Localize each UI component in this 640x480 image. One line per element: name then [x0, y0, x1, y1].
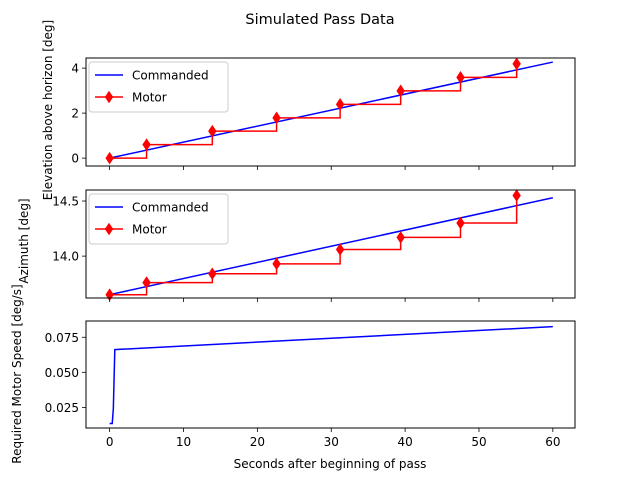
azimuth-series-motor-marker: [512, 189, 521, 202]
azimuth-series-motor-marker: [456, 216, 465, 230]
elevation-y-tick-label: 4: [71, 62, 79, 76]
motor-speed-x-tick-label: 30: [324, 435, 339, 449]
azimuth-y-axis-label: Azimuth [deg]: [17, 198, 31, 283]
azimuth-legend-commanded-label: Commanded: [132, 201, 209, 215]
elevation-series-motor-marker: [396, 84, 405, 98]
azimuth-panel: 14.0 14.5 Commanded Motor: [52, 189, 576, 302]
elevation-axes-frame: [85, 57, 576, 167]
elevation-panel: 0 2 4 Commanded Motor: [71, 57, 576, 170]
motor-speed-x-tick-label: 60: [545, 435, 560, 449]
motor-speed-y-tick-label: 0.025: [45, 401, 79, 415]
elevation-legend-motor-marker: [104, 90, 114, 104]
azimuth-legend-motor-marker: [104, 222, 114, 236]
azimuth-axes-frame: [85, 189, 576, 299]
motor-speed-series-speed-line: [109, 325, 553, 425]
motor-speed-x-tick-label: 50: [471, 435, 486, 449]
elevation-legend-motor-label: Motor: [132, 91, 167, 105]
motor-speed-panel: 0 10 20 30 40 50 60 0.025 0.050 0.075: [45, 320, 576, 449]
elevation-y-tick-label: 2: [71, 107, 79, 121]
x-axis-label: Seconds after beginning of pass: [234, 457, 427, 471]
elevation-series-motor-marker: [208, 124, 217, 138]
motor-speed-axes-frame: [85, 320, 576, 429]
azimuth-series-motor-marker: [396, 231, 405, 244]
azimuth-series-motor-marker: [142, 276, 151, 289]
elevation-series-motor-marker: [512, 57, 521, 71]
azimuth-y-tick-label: 14.5: [52, 195, 79, 209]
motor-speed-y-tick-label: 0.050: [45, 366, 79, 380]
elevation-series-motor-marker: [272, 111, 281, 125]
elevation-series-motor-marker: [142, 138, 151, 151]
elevation-series-motor-marker: [335, 98, 345, 111]
motor-speed-x-tick-label: 20: [250, 435, 265, 449]
motor-speed-x-tick-label: 10: [176, 435, 191, 449]
motor-speed-y-axis-label: Required Motor Speed [deg/s]: [10, 284, 24, 463]
azimuth-series-motor-marker: [208, 267, 217, 281]
motor-speed-y-tick-label: 0.075: [45, 331, 79, 345]
elevation-legend-commanded-label: Commanded: [132, 69, 209, 83]
motor-speed-x-tick-label: 0: [106, 435, 114, 449]
elevation-y-tick-label: 0: [71, 152, 79, 166]
azimuth-series-motor-marker: [272, 257, 281, 271]
elevation-series-motor-marker: [105, 151, 114, 165]
motor-speed-x-tick-label: 40: [397, 435, 412, 449]
azimuth-legend-box: [88, 193, 229, 245]
azimuth-y-tick-label: 14.0: [52, 250, 79, 264]
elevation-y-axis-label: Elevation above horizon [deg]: [41, 20, 55, 200]
elevation-legend-box: [88, 61, 229, 113]
elevation-series-motor-marker: [456, 71, 465, 84]
azimuth-legend-motor-label: Motor: [132, 223, 167, 237]
azimuth-series-commanded-line: [109, 196, 554, 296]
azimuth-series-motor-marker: [335, 243, 345, 256]
figure-title: Simulated Pass Data: [245, 12, 394, 28]
